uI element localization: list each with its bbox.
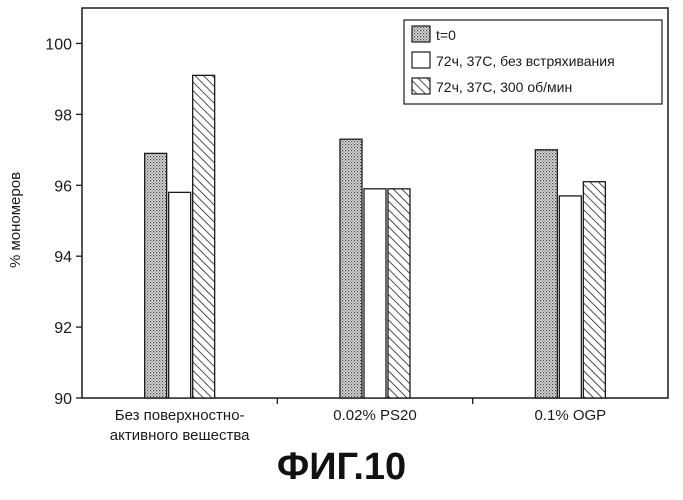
bar [582, 181, 606, 399]
legend-label: 72ч, 37C, 300 об/мин [436, 79, 572, 95]
bar [339, 138, 363, 399]
y-tick-label: 92 [54, 320, 72, 337]
bar [558, 195, 582, 399]
y-tick-label: 96 [54, 178, 72, 195]
y-tick-label: 90 [54, 391, 72, 408]
y-tick-label: 98 [54, 107, 72, 124]
y-axis-label: % мономеров [7, 172, 24, 268]
bar [387, 188, 411, 399]
x-tick-label: 0.02% PS20 [333, 407, 416, 424]
x-tick-label: Без поверхностно-активного вещества [110, 407, 250, 440]
bar [363, 188, 387, 399]
legend-box [403, 19, 663, 105]
y-axis-label-wrap: % мономеров [4, 140, 26, 300]
bar [534, 149, 558, 399]
legend-swatch [411, 77, 431, 95]
legend: t=0 72ч, 37C, без встряхивания 72ч, 37C, 3… [403, 19, 663, 105]
y-tick-label: 94 [54, 249, 72, 266]
legend-label: 72ч, 37C, без встряхивания [436, 53, 615, 69]
legend-swatch [411, 25, 431, 43]
bar [168, 191, 192, 399]
y-tick-label: 100 [45, 36, 72, 53]
bar [192, 74, 216, 399]
x-tick-label: 0.1% OGP [534, 407, 606, 424]
legend-label: t=0 [436, 27, 456, 43]
bar-chart: 90 92 94 96 98 100 Без поверхностно-активного … [45, 7, 669, 440]
figure-label: ФИГ.10 [276, 446, 407, 488]
bar [144, 152, 168, 399]
legend-swatch [411, 51, 431, 69]
